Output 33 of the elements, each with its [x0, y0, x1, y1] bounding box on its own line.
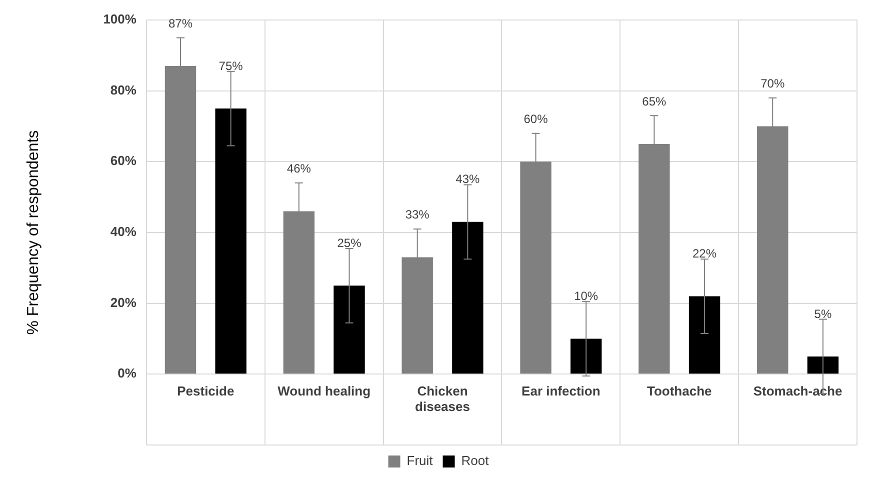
data-label: 87%: [168, 16, 193, 30]
data-label: 5%: [814, 306, 832, 321]
data-label: 22%: [692, 246, 717, 261]
data-label: 10%: [574, 289, 598, 304]
y-tick-label: 0%: [118, 366, 137, 381]
y-axis-title: % Frequency of respondents: [25, 130, 42, 335]
bar: [570, 338, 602, 374]
x-tick-label: Chicken diseases: [415, 384, 470, 414]
bar: [215, 108, 246, 374]
x-tick-label: Wound healing: [278, 384, 371, 399]
data-label: 65%: [642, 94, 667, 108]
legend-label: Root: [461, 453, 490, 468]
data-label: 46%: [286, 162, 312, 176]
bar: [807, 356, 839, 374]
y-tick-label: 20%: [110, 294, 137, 310]
bar: [334, 286, 365, 374]
y-tick-label: 40%: [110, 224, 137, 240]
x-tick-label: Toothache: [646, 384, 712, 399]
data-label: 75%: [218, 58, 244, 73]
data-label: 33%: [405, 208, 430, 222]
y-tick-label: 100%: [103, 12, 137, 27]
bar: [688, 296, 720, 374]
y-tick-label: 80%: [110, 82, 137, 98]
bar: [452, 222, 484, 374]
data-label: 25%: [337, 236, 362, 250]
data-label: 43%: [456, 172, 480, 186]
data-label: 60%: [524, 112, 548, 126]
legend-label: Fruit: [406, 453, 434, 468]
data-label: 70%: [760, 76, 785, 91]
x-tick-label: Pesticide: [177, 384, 234, 399]
x-tick-label: Stomach-ache: [753, 384, 842, 399]
y-tick-label: 60%: [110, 153, 137, 168]
x-tick-label: Ear infection: [522, 384, 600, 399]
